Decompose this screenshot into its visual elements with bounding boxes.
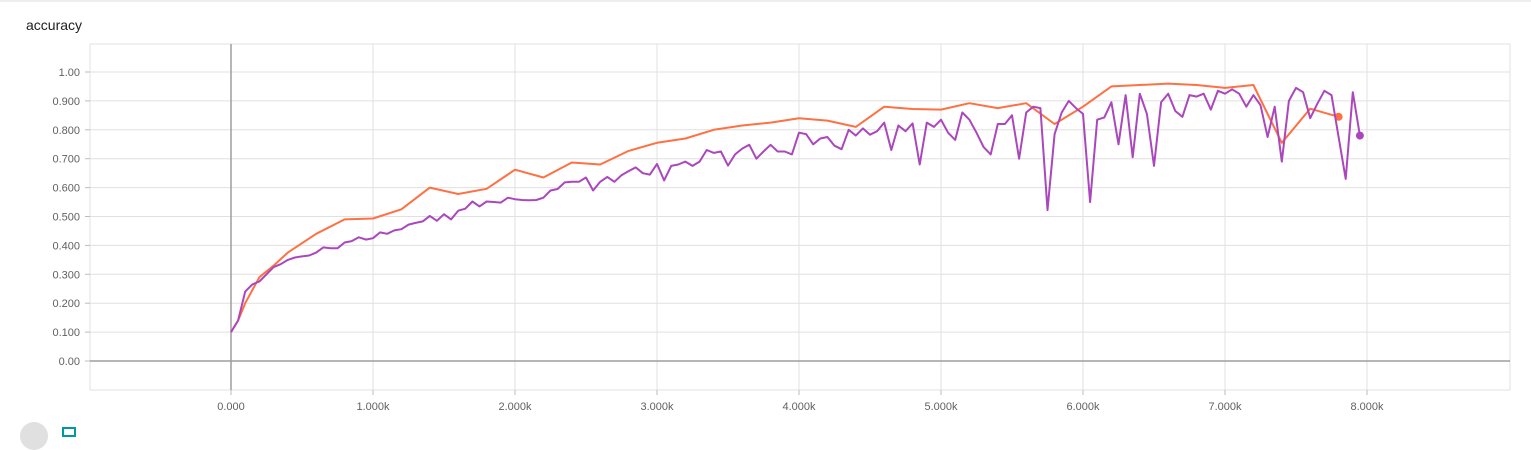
- x-tick-label: 1.000k: [356, 401, 390, 413]
- fit-domain-button[interactable]: [20, 422, 48, 450]
- y-tick-label: 0.500: [52, 212, 80, 224]
- y-tick-label: 0.200: [52, 298, 80, 310]
- x-tick-label: 5.000k: [924, 401, 958, 413]
- x-tick-label: 7.000k: [1208, 401, 1242, 413]
- y-tick-label: 1.00: [59, 67, 80, 79]
- x-tick-label: 8.000k: [1350, 401, 1384, 413]
- x-tick-label: 2.000k: [498, 401, 532, 413]
- y-tick-label: 0.100: [52, 327, 80, 339]
- y-tick-label: 0.800: [52, 125, 80, 137]
- top-divider: [0, 0, 1531, 2]
- y-tick-label: 0.700: [52, 154, 80, 166]
- series-end-marker-1: [1334, 112, 1343, 121]
- y-tick-label: 0.600: [52, 183, 80, 195]
- y-tick-label: 0.900: [52, 96, 80, 108]
- accuracy-chart: 0.00 0.100 0.200 0.300 0.400 0.500 0.600 0.700 0…: [52, 43, 1511, 413]
- x-tick-label: 3.000k: [640, 401, 674, 413]
- y-tick-label: 0.300: [52, 269, 80, 281]
- tick-labels: 0.00 0.100 0.200 0.300 0.400 0.500 0.600 0.700 0…: [52, 67, 1384, 413]
- y-tick-label: 0.400: [52, 240, 80, 252]
- x-tick-label: 6.000k: [1066, 401, 1100, 413]
- chart-title: accuracy: [26, 17, 83, 33]
- series-line-2: [230, 86, 1361, 333]
- y-tick-label: 0.00: [59, 356, 80, 368]
- series-end-marker-2: [1355, 131, 1364, 140]
- x-tick-label: 4.000k: [782, 401, 816, 413]
- series-line-1: [230, 82, 1339, 333]
- x-tick-label: 0.000: [217, 401, 245, 413]
- series: [230, 82, 1364, 333]
- axes: [90, 44, 1510, 390]
- grid: [85, 43, 1511, 395]
- download-data-toggle[interactable]: [62, 427, 76, 437]
